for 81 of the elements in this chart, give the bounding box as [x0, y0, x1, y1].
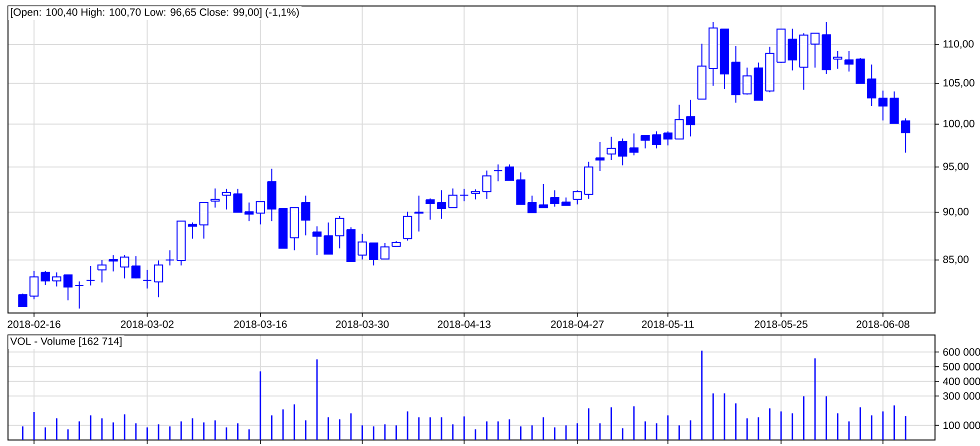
candlestick	[301, 195, 310, 236]
y-tick-label: 85,00	[943, 256, 969, 264]
y-tick-label: 105,00	[944, 79, 974, 88]
candlestick	[63, 274, 73, 301]
candlestick	[878, 90, 888, 121]
candlestick	[210, 188, 220, 208]
chart-title: [Open: 100,40 High: 100,70 Low: 96,65 Close: 99,00] (-1,1%)	[10, 8, 299, 18]
candlestick	[629, 132, 639, 156]
candlestick	[335, 215, 344, 249]
candlestick	[663, 130, 672, 146]
candlestick	[18, 293, 28, 307]
candlestick	[901, 118, 910, 154]
candlestick	[426, 198, 435, 220]
candlestick	[233, 188, 242, 213]
y-tick-label: 100 000	[944, 422, 980, 430]
candlestick	[108, 254, 118, 272]
x-tick-label: 2018-04-13	[438, 320, 491, 328]
candlestick	[74, 280, 84, 310]
candlestick	[244, 202, 254, 222]
candlestick	[29, 270, 39, 300]
candlestick	[550, 190, 560, 208]
candlestick	[460, 188, 469, 202]
candlestick	[538, 183, 548, 208]
candlestick	[527, 195, 537, 214]
y-tick-label: 100,00	[944, 120, 974, 128]
candlestick	[686, 99, 696, 137]
candlestick	[470, 188, 480, 200]
candlestick	[86, 265, 96, 286]
candlestick	[222, 188, 232, 210]
y-tick-label: 95,00	[943, 162, 969, 172]
candlestick	[606, 136, 616, 161]
candlestick	[436, 190, 446, 220]
y-tick-label: 110,00	[944, 40, 974, 49]
x-tick-label: 2018-02-16	[8, 320, 60, 328]
y-tick-label: 600 000	[943, 348, 980, 356]
candlestick	[142, 269, 152, 289]
x-tick-label: 2018-05-25	[754, 320, 808, 328]
candlestick	[40, 270, 50, 286]
y-tick-label: 400 000	[942, 378, 980, 386]
candlestick	[165, 250, 174, 266]
candlestick	[402, 211, 412, 242]
candlestick	[788, 28, 797, 71]
candlestick	[504, 164, 514, 181]
candlestick	[742, 67, 752, 96]
x-tick-label: 2018-03-02	[120, 320, 174, 328]
y-tick-label: 90,00	[943, 208, 969, 217]
candlestick	[199, 202, 208, 240]
x-tick-label: 2018-04-27	[551, 320, 604, 328]
candlestick	[482, 170, 492, 200]
candlestick	[414, 195, 424, 232]
candlestick	[618, 138, 628, 166]
candlestick	[312, 226, 322, 256]
candlestick	[674, 104, 684, 140]
candlestick	[494, 164, 503, 182]
candlestick	[833, 50, 842, 70]
x-tick-label: 2018-03-16	[234, 320, 287, 328]
x-tick-label: 2018-05-11	[642, 320, 694, 328]
candlestick	[369, 242, 378, 266]
candlestick	[652, 130, 662, 149]
candlestick	[131, 256, 140, 279]
candlestick	[97, 260, 107, 283]
candlestick	[256, 201, 265, 225]
candlestick	[640, 135, 650, 149]
chart-title: VOL - Volume [162 714]	[10, 337, 122, 347]
candlestick	[154, 260, 164, 298]
candlestick	[595, 141, 605, 172]
candlestick	[120, 254, 130, 279]
candlestick	[52, 272, 62, 287]
y-tick-label: 500 000	[943, 362, 980, 370]
x-tick-label: 2018-06-08	[856, 320, 910, 328]
candlestick	[810, 32, 820, 68]
candlestick	[358, 233, 367, 260]
candlestick	[188, 222, 198, 240]
candlestick	[324, 222, 333, 255]
x-tick-label: 2018-03-30	[336, 320, 389, 328]
candlestick	[572, 190, 582, 205]
candlestick	[380, 242, 390, 260]
y-tick-label: 300 000	[943, 392, 980, 400]
candlestick	[448, 188, 458, 208]
candlestick	[844, 50, 854, 72]
candlestick	[867, 64, 876, 106]
